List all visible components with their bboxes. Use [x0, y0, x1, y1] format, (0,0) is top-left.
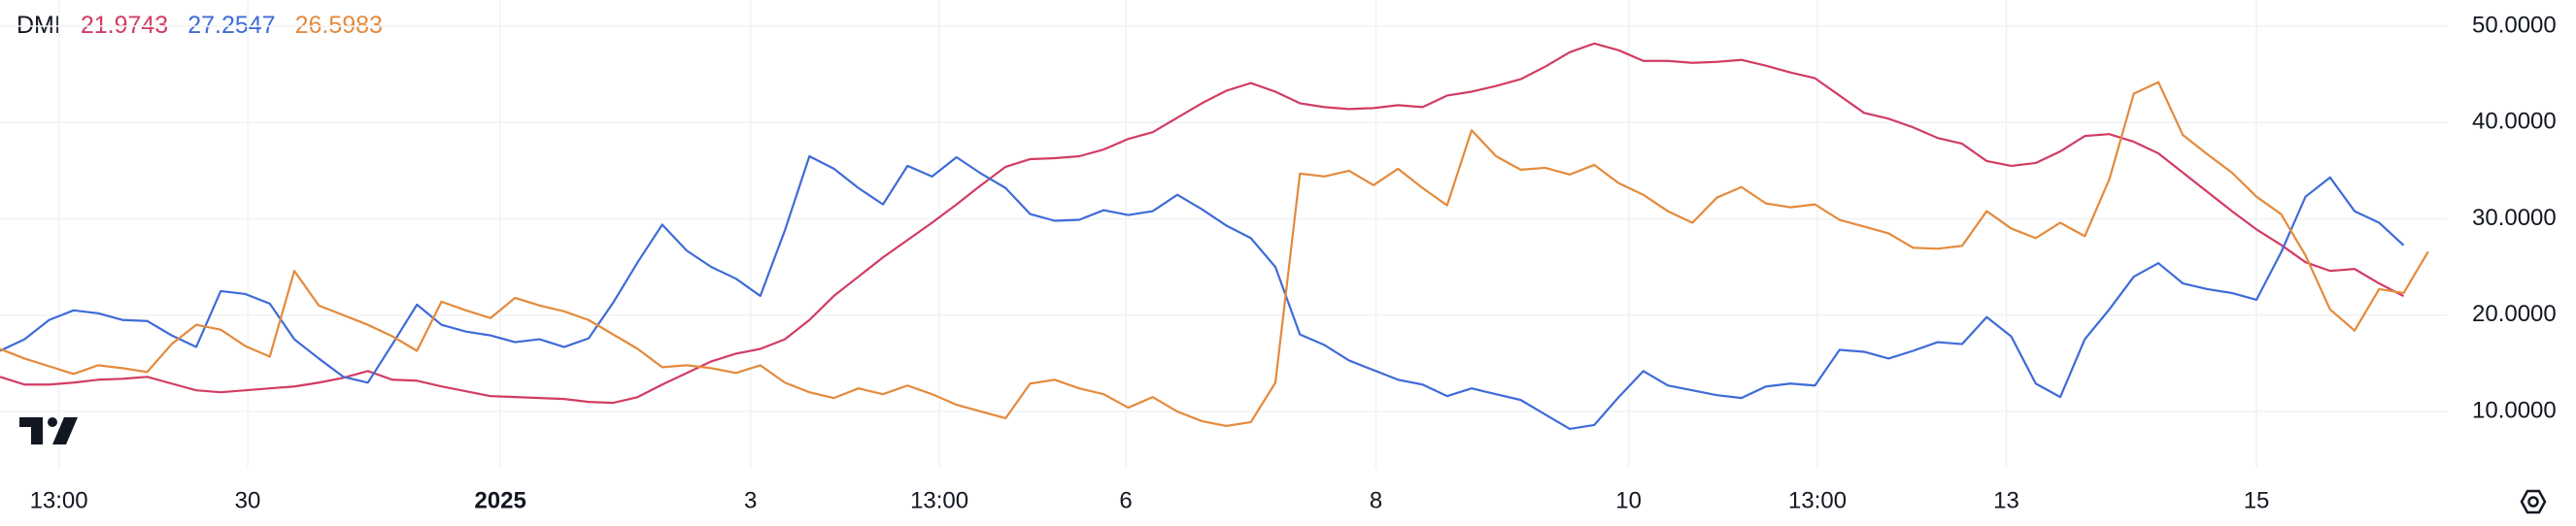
axes: 10.0000 20.0000 30.0000 40.0000 50.0000 13:00… — [30, 12, 2557, 513]
y-tick-label: 40.0000 — [2472, 109, 2557, 135]
logo-part — [19, 417, 43, 444]
logo — [19, 417, 78, 444]
y-tick-label: 20.0000 — [2472, 301, 2557, 327]
x-tick-label: 6 — [1119, 487, 1132, 513]
dmi-line — [0, 154, 2405, 430]
settings-icon[interactable] — [2520, 489, 2547, 514]
x-tick-label: 13:00 — [1788, 487, 1847, 513]
settings-button[interactable] — [2520, 489, 2547, 514]
x-tick-label: 10 — [1615, 487, 1642, 513]
x-tick-label: 30 — [235, 487, 261, 513]
dmi-line — [0, 42, 2405, 405]
settings-icon[interactable] — [2527, 496, 2539, 508]
dmi-line — [0, 81, 2429, 428]
y-tick-label: 50.0000 — [2472, 12, 2557, 38]
x-tick-label: 8 — [1370, 487, 1382, 513]
y-tick-label: 10.0000 — [2472, 397, 2557, 423]
x-tick-label: 13:00 — [910, 487, 968, 513]
x-tick-label: 2025 — [474, 487, 525, 513]
y-tick-label: 30.0000 — [2472, 205, 2557, 231]
legend-value: 21.9743 — [80, 12, 169, 39]
x-tick-label: 13 — [1993, 487, 2019, 513]
x-tick-label: 13:00 — [30, 487, 88, 513]
plot — [0, 42, 2429, 430]
grid — [0, 0, 2448, 468]
legend-value: 26.5983 — [294, 12, 383, 39]
logo-part — [48, 417, 57, 427]
indicator-name: DMI — [17, 12, 61, 39]
x-tick-label: 15 — [2244, 487, 2270, 513]
x-tick-label: 3 — [744, 487, 757, 513]
legend-value: 27.2547 — [187, 12, 276, 39]
logo-part — [52, 417, 78, 444]
legend: DMI 21.9743 27.2547 26.5983 — [17, 12, 383, 40]
